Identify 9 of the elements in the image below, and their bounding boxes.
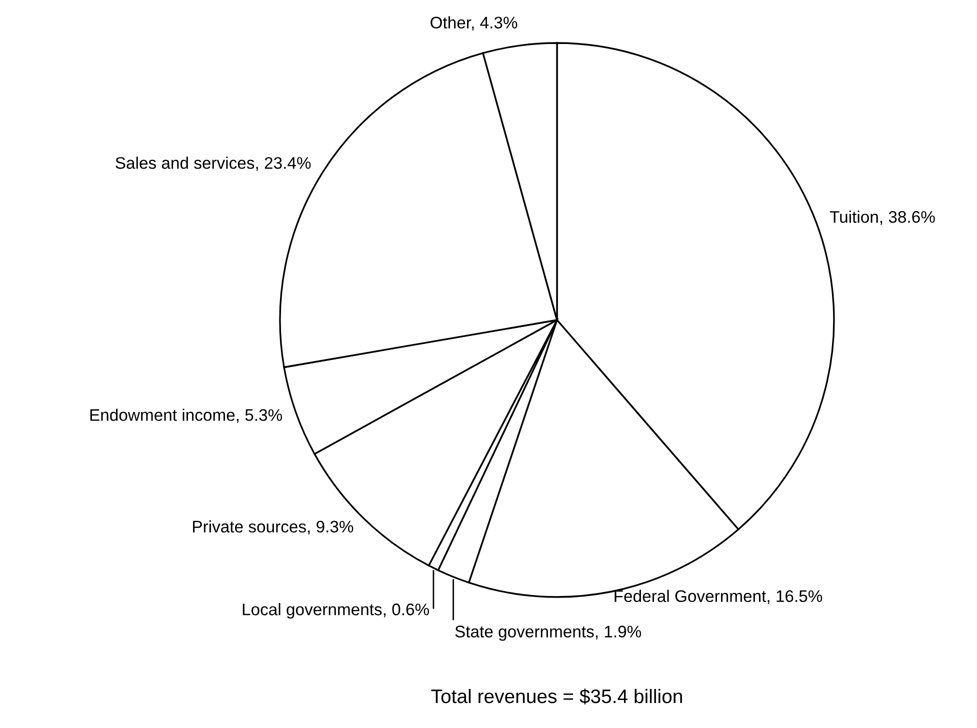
slice-label: Tuition, 38.6% bbox=[830, 210, 935, 225]
slice-label: Sales and services, 23.4% bbox=[116, 156, 311, 171]
slice-label: Other, 4.3% bbox=[430, 16, 518, 30]
slice-label: Local governments, 0.6% bbox=[242, 603, 429, 619]
text: Total revenues = $35.4 billion bbox=[431, 688, 682, 704]
slice-label: State governments, 1.9% bbox=[455, 626, 642, 641]
slice-label: Private sources, 9.3% bbox=[193, 520, 354, 535]
slice-label: Endowment income, 5.3% bbox=[90, 408, 282, 423]
slice-label: Federal Government, 16.5% bbox=[614, 590, 822, 604]
